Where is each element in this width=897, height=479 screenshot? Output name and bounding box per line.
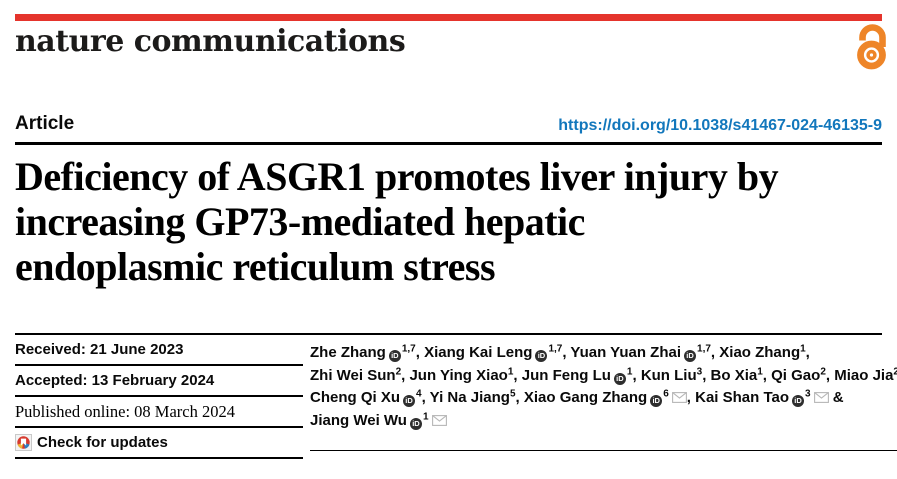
- author-affiliation-sup: 5: [509, 388, 516, 400]
- author: Yi Na Jiang5: [430, 389, 516, 406]
- crossmark-icon: [15, 434, 32, 451]
- author-line: Zhe Zhang iD1,7, Xiang Kai Leng iD1,7, Yua…: [310, 343, 810, 362]
- title-line-3: endoplasmic reticulum stress: [15, 244, 496, 289]
- author-affiliation-sup: 6: [663, 388, 669, 400]
- author-name: Bo Xia: [710, 366, 758, 384]
- author-name: Xiao Gang Zhang: [523, 389, 648, 406]
- author-affiliation-sup: 4: [416, 388, 422, 400]
- journal-wordmark: nature communications: [15, 24, 406, 59]
- author-name: Jun Feng Lu: [521, 366, 611, 384]
- author: Yuan Yuan Zhai iD1,7: [570, 343, 711, 362]
- author-affiliation-sup: 3: [805, 388, 811, 400]
- published-date: Published online: 08 March 2024: [15, 401, 235, 421]
- accepted-row: Accepted: 13 February 2024: [15, 366, 303, 397]
- author: Jun Feng Lu iD1: [521, 366, 633, 385]
- article-type-label: Article: [15, 113, 75, 134]
- author: Jun Ying Xiao1: [409, 367, 513, 384]
- author: Kai Shan Tao iD3: [695, 388, 829, 407]
- masthead: nature communications: [15, 21, 886, 70]
- author: Cheng Qi Xu iD4: [310, 388, 422, 407]
- author-name: Xiao Zhang: [719, 344, 801, 361]
- article-kicker-row: Article https://doi.org/10.1038/s41467-0…: [15, 113, 882, 145]
- author-name: Miao Jia: [834, 366, 894, 384]
- received-row: Received: 21 June 2023: [15, 335, 303, 366]
- author-name: Yuan Yuan Zhai: [570, 344, 682, 361]
- open-access-icon: [851, 24, 891, 75]
- author: Xiang Kai Leng iD1,7: [424, 343, 563, 362]
- author-affiliation-sup: 1: [757, 366, 763, 377]
- author-affiliation-sup: 1,7: [697, 343, 711, 355]
- article-history: Received: 21 June 2023 Accepted: 13 Febr…: [15, 335, 303, 459]
- authors-block: Zhe Zhang iD1,7, Xiang Kai Leng iD1,7, Yua…: [310, 335, 897, 451]
- author-affiliation-sup: 2: [893, 366, 897, 377]
- email-icon[interactable]: [431, 414, 447, 426]
- author-affiliation-sup: 2: [820, 366, 826, 377]
- orcid-icon[interactable]: iD: [388, 350, 401, 362]
- author-list: Zhe Zhang iD1,7, Xiang Kai Leng iD1,7, Yua…: [310, 342, 897, 432]
- meta-authors-section: Received: 21 June 2023 Accepted: 13 Febr…: [15, 333, 897, 459]
- author: Qi Gao2: [771, 367, 826, 384]
- author: Jiang Wei Wu iD1: [310, 411, 447, 430]
- author-name: Cheng Qi Xu: [310, 389, 400, 406]
- orcid-icon[interactable]: iD: [409, 417, 422, 430]
- author-affiliation-sup: 1,7: [401, 343, 416, 355]
- author-affiliation-sup: 1: [422, 411, 429, 422]
- author-affiliation-sup: 2: [395, 366, 402, 377]
- orcid-icon[interactable]: iD: [650, 395, 663, 407]
- title-line-2: increasing GP73-mediated hepatic: [15, 199, 585, 244]
- author-affiliation-sup: 1: [507, 366, 514, 377]
- author-name: Jiang Wei Wu: [310, 411, 407, 429]
- check-for-updates-label: Check for updates: [37, 434, 168, 451]
- author-name: Jun Ying Xiao: [409, 366, 508, 384]
- author-name: Kai Shan Tao: [695, 389, 790, 406]
- orcid-icon[interactable]: iD: [403, 395, 415, 407]
- accepted-date: Accepted: 13 February 2024: [15, 372, 215, 389]
- orcid-icon[interactable]: iD: [792, 395, 805, 407]
- author: Xiao Gang Zhang iD6: [523, 388, 687, 407]
- orcid-icon[interactable]: iD: [613, 372, 626, 385]
- email-icon[interactable]: [813, 392, 829, 403]
- article-first-page: nature communications Article https://do…: [0, 14, 897, 479]
- author-affiliation-sup: 3: [696, 366, 703, 377]
- email-icon[interactable]: [671, 392, 687, 403]
- author: Miao Jia2: [834, 367, 897, 384]
- author-name: Qi Gao: [771, 366, 821, 384]
- author-affiliation-sup: 1,7: [548, 343, 563, 355]
- author: Zhe Zhang iD1,7: [310, 343, 416, 362]
- doi-link[interactable]: https://doi.org/10.1038/s41467-024-46135…: [558, 117, 882, 134]
- author-name: Zhi Wei Sun: [310, 366, 396, 384]
- author-line: Zhi Wei Sun2, Jun Ying Xiao1, Jun Feng L…: [310, 366, 897, 385]
- author: Zhi Wei Sun2: [310, 367, 401, 384]
- author-name: Zhe Zhang: [310, 344, 386, 361]
- author-affiliation-sup: 1: [626, 366, 633, 377]
- brand-red-bar: [15, 14, 882, 21]
- published-row: Published online: 08 March 2024: [15, 397, 303, 428]
- author: Bo Xia1: [711, 367, 763, 384]
- title-line-1: Deficiency of ASGR1 promotes liver injur…: [15, 154, 779, 199]
- article-title: Deficiency of ASGR1 promotes liver injur…: [15, 154, 882, 289]
- orcid-icon[interactable]: iD: [535, 350, 548, 362]
- author-affiliation-sup: 1: [800, 343, 806, 355]
- received-date: Received: 21 June 2023: [15, 341, 184, 358]
- orcid-icon[interactable]: iD: [684, 350, 697, 362]
- author-name: Yi Na Jiang: [429, 389, 510, 406]
- author-name: Kun Liu: [640, 366, 697, 384]
- author-line: Cheng Qi Xu iD4, Yi Na Jiang5, Xiao Gang …: [310, 388, 844, 407]
- author-name: Xiang Kai Leng: [424, 344, 533, 361]
- author: Kun Liu3: [641, 367, 702, 384]
- author: Xiao Zhang1: [719, 344, 805, 361]
- author-line: Jiang Wei Wu iD1: [310, 410, 897, 433]
- check-for-updates-button[interactable]: Check for updates: [15, 428, 303, 459]
